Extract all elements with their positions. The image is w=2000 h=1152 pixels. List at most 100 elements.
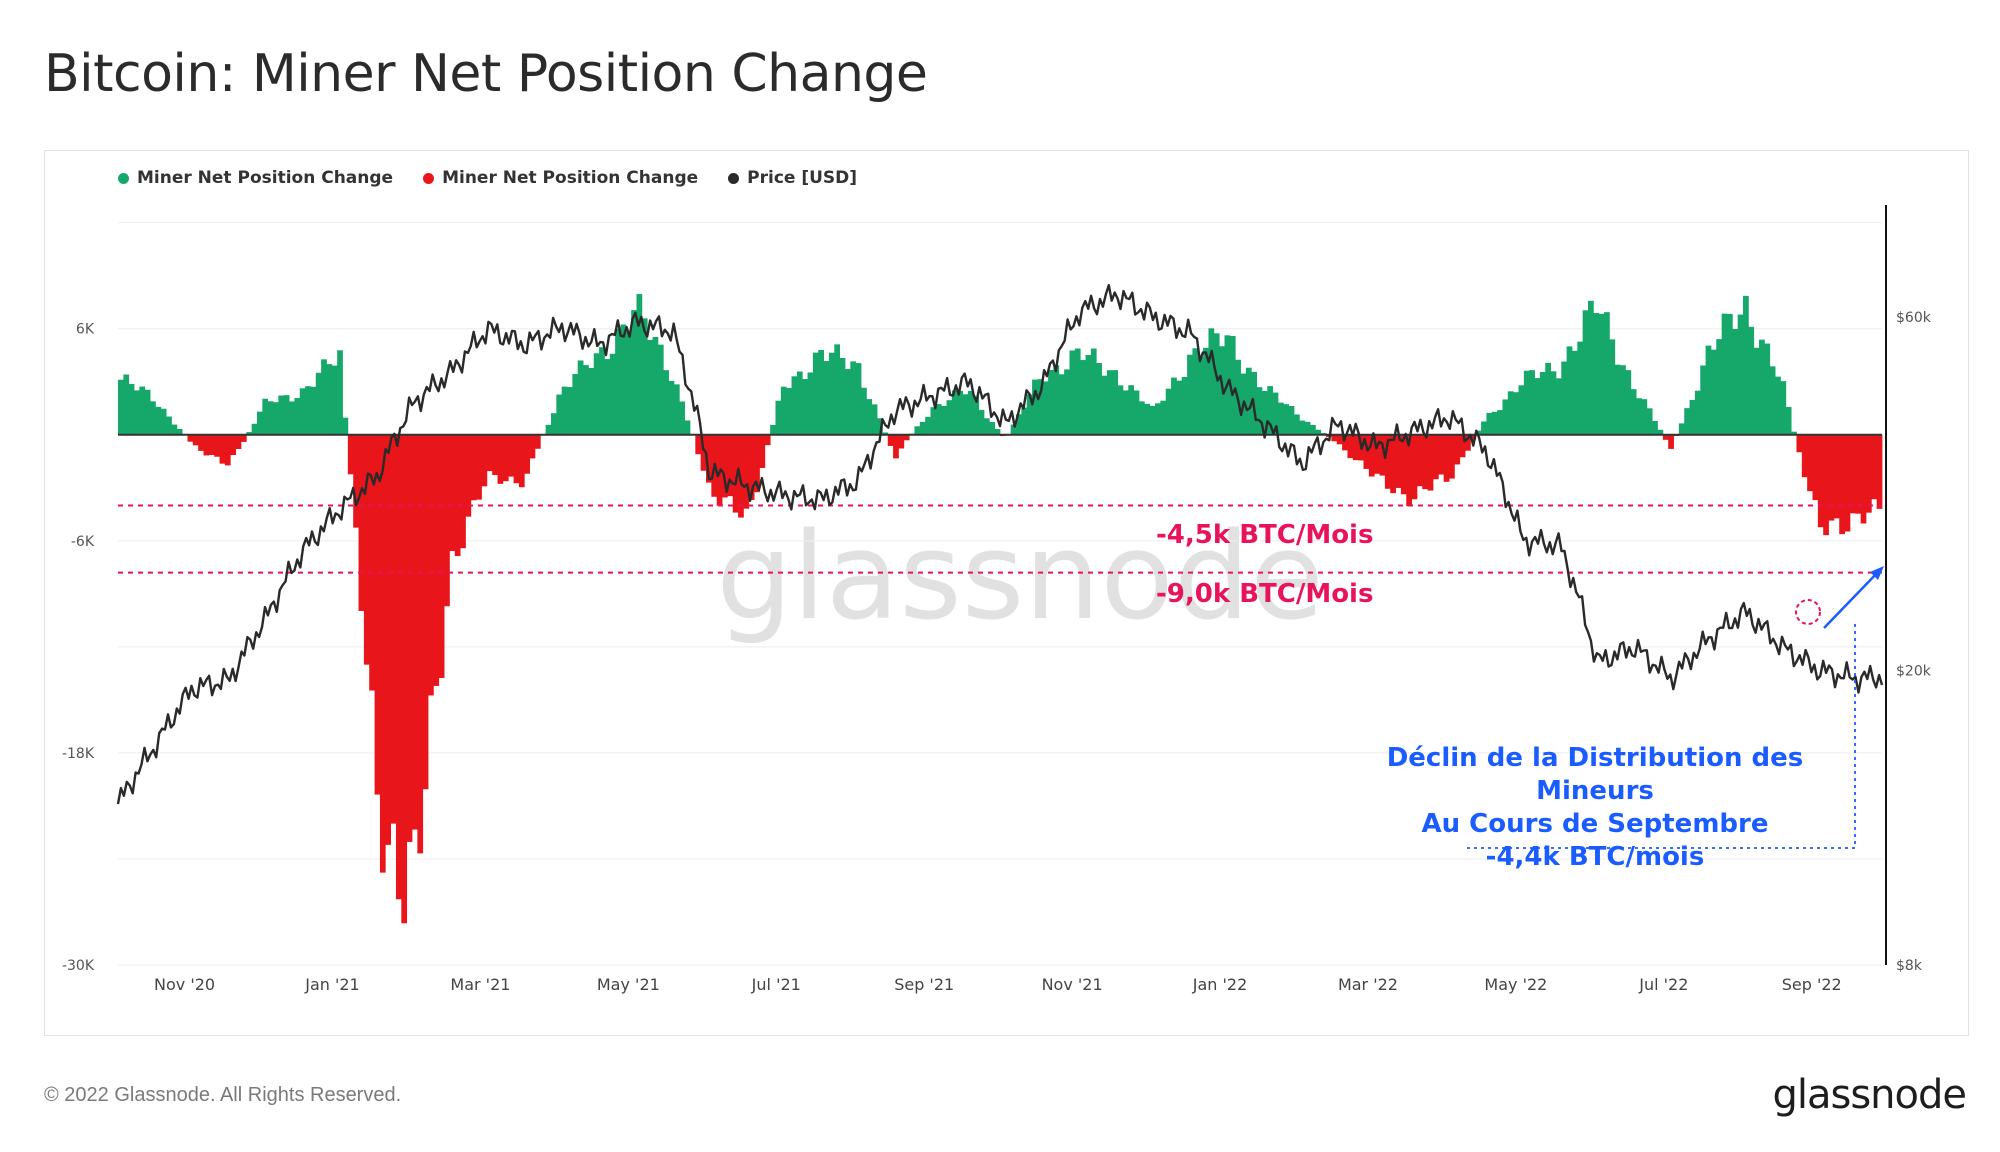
bar bbox=[567, 387, 573, 435]
bar bbox=[289, 401, 295, 435]
bar bbox=[1539, 372, 1546, 435]
legend-label-negative: Miner Net Position Change bbox=[442, 168, 699, 188]
bar bbox=[1807, 434, 1813, 492]
bar bbox=[903, 434, 910, 441]
bar bbox=[342, 417, 349, 435]
bar bbox=[1363, 434, 1370, 469]
bar bbox=[1801, 434, 1808, 478]
legend-item-price[interactable]: Price [USD] bbox=[728, 168, 857, 188]
bar bbox=[1775, 376, 1781, 435]
bar bbox=[1064, 369, 1070, 435]
bar bbox=[1272, 392, 1279, 435]
bar bbox=[278, 395, 285, 435]
bar bbox=[134, 390, 140, 435]
bar bbox=[786, 388, 792, 435]
bar bbox=[262, 398, 269, 435]
bar bbox=[647, 339, 653, 435]
bar bbox=[1053, 365, 1060, 435]
bar bbox=[994, 428, 1001, 435]
x-axis-tick-label: Sep '22 bbox=[1782, 975, 1842, 994]
price-line bbox=[116, 283, 1884, 805]
bar bbox=[609, 353, 616, 435]
bar bbox=[663, 370, 669, 435]
bar bbox=[1197, 357, 1204, 435]
bar bbox=[1465, 434, 1471, 451]
legend-item-positive[interactable]: Miner Net Position Change bbox=[118, 168, 393, 188]
bar bbox=[807, 372, 814, 435]
annotation-arrows bbox=[1465, 566, 1884, 849]
bar bbox=[481, 434, 488, 487]
left-axis-tick-label: 6K bbox=[76, 322, 95, 338]
bar bbox=[1379, 434, 1386, 476]
bar bbox=[1438, 434, 1445, 475]
bar bbox=[224, 434, 231, 466]
bar bbox=[545, 424, 552, 435]
legend-item-negative[interactable]: Miner Net Position Change bbox=[423, 168, 698, 188]
bar bbox=[1384, 434, 1391, 489]
chart-frame bbox=[44, 150, 1969, 1036]
bar bbox=[486, 434, 493, 472]
bar bbox=[604, 359, 611, 435]
bar bbox=[550, 413, 557, 435]
highlight-circle bbox=[1795, 599, 1821, 625]
bar bbox=[925, 416, 931, 435]
bar bbox=[385, 434, 392, 845]
bar bbox=[508, 434, 514, 477]
bar bbox=[898, 434, 905, 449]
bar bbox=[1657, 429, 1664, 435]
bar bbox=[866, 399, 873, 435]
bar bbox=[1176, 380, 1183, 435]
bar bbox=[1203, 347, 1209, 435]
bar bbox=[588, 367, 595, 435]
bar bbox=[321, 359, 327, 435]
bar bbox=[946, 400, 953, 435]
bar bbox=[1812, 434, 1819, 501]
bar bbox=[684, 420, 691, 435]
bar bbox=[1871, 434, 1878, 500]
bar bbox=[1160, 400, 1167, 435]
bar bbox=[492, 434, 498, 475]
bar bbox=[1571, 350, 1578, 435]
bar bbox=[1229, 335, 1236, 435]
bar bbox=[1486, 412, 1493, 435]
bar bbox=[273, 402, 279, 435]
bar bbox=[267, 401, 274, 435]
bar bbox=[973, 396, 980, 435]
bar bbox=[305, 386, 311, 435]
bar bbox=[1171, 377, 1177, 435]
bar bbox=[1342, 434, 1348, 451]
bar bbox=[834, 344, 841, 435]
bar bbox=[198, 434, 204, 451]
bar bbox=[1534, 378, 1541, 435]
bar bbox=[812, 352, 819, 435]
bar bbox=[1630, 389, 1637, 435]
bar bbox=[1748, 326, 1755, 435]
bar bbox=[534, 434, 541, 449]
bar bbox=[561, 386, 568, 435]
bar bbox=[625, 332, 632, 435]
bar bbox=[1817, 434, 1824, 528]
axes: 6K -6K -18K -30K $60k $20k $8k Nov '20 Jan '21 Ma… bbox=[62, 205, 1932, 994]
bar bbox=[1390, 434, 1396, 494]
bar bbox=[1090, 348, 1097, 435]
bar bbox=[882, 432, 889, 435]
bar bbox=[315, 372, 322, 435]
bar bbox=[1192, 348, 1199, 435]
bar bbox=[513, 434, 520, 484]
right-axis-tick-label: $20k bbox=[1896, 663, 1932, 679]
legend-dot-green bbox=[118, 172, 129, 184]
bar bbox=[673, 384, 680, 435]
bar bbox=[791, 376, 798, 435]
bar bbox=[337, 350, 343, 435]
bar bbox=[1048, 369, 1054, 435]
bar bbox=[214, 434, 220, 457]
bar bbox=[449, 434, 456, 552]
bar bbox=[572, 374, 579, 435]
bar bbox=[1101, 375, 1108, 435]
bar bbox=[967, 390, 974, 435]
bar bbox=[700, 434, 707, 471]
bar bbox=[668, 380, 675, 435]
bar bbox=[1710, 349, 1717, 435]
bar bbox=[941, 405, 947, 435]
bar bbox=[1753, 347, 1760, 435]
